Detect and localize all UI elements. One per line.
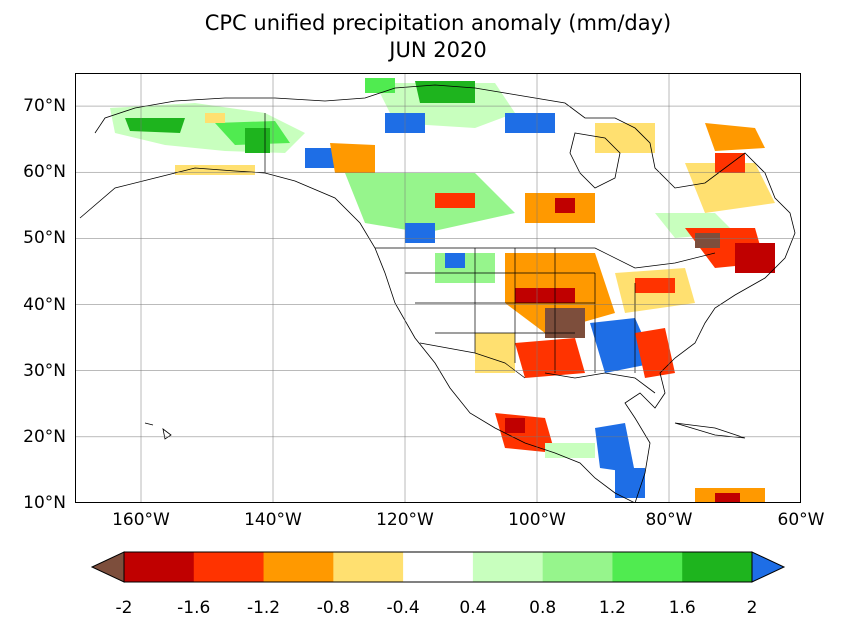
anomaly-region <box>365 78 395 93</box>
anomaly-region <box>555 198 575 213</box>
anomaly-region <box>595 123 655 153</box>
anomaly-region <box>435 193 475 208</box>
colorbar-bin <box>542 552 613 582</box>
colorbar-bin <box>124 552 195 582</box>
colorbar-bin <box>333 552 404 582</box>
coastline-hudson-bay <box>569 132 621 189</box>
latitude-tick-label: 60°N <box>23 162 66 183</box>
anomaly-region <box>615 468 645 498</box>
latitude-tick-label: 20°N <box>23 426 66 447</box>
title-line-2: JUN 2020 <box>389 38 487 62</box>
anomaly-region <box>330 143 375 173</box>
anomaly-region <box>405 223 435 243</box>
colorbar-under-extension <box>90 551 125 583</box>
colorbar-bin <box>612 552 683 582</box>
anomaly-region <box>545 443 595 458</box>
coastline-north-america <box>79 167 636 503</box>
colorbar-over-extension <box>751 551 786 583</box>
anomaly-region <box>205 113 225 123</box>
anomaly-region <box>715 153 745 173</box>
colorbar-tick-label: 0.4 <box>459 598 487 618</box>
colorbar-tick-label: -0.8 <box>316 598 350 618</box>
colorbar-tick-label: 1.2 <box>598 598 626 618</box>
latitude-tick-label: 10°N <box>23 493 66 513</box>
anomaly-region <box>445 253 465 268</box>
anomaly-region <box>715 493 740 503</box>
colorbar-tick-label: -1.6 <box>177 598 211 618</box>
anomaly-region <box>515 288 575 303</box>
longitude-tick-label: 80°W <box>645 510 693 530</box>
colorbar-bin <box>193 552 265 582</box>
canada-us-border <box>375 247 716 269</box>
latitude-tick-label: 40°N <box>23 294 66 315</box>
coastline-north-america <box>94 84 796 503</box>
colorbar-tick-label: -0.4 <box>386 598 420 618</box>
anomaly-region <box>685 163 775 213</box>
longitude-tick-label: 140°W <box>244 510 302 530</box>
anomaly-region <box>415 81 475 103</box>
latitude-tick-label: 30°N <box>23 360 66 381</box>
colorbar-bin <box>472 552 544 582</box>
latitude-tick-label: 50°N <box>23 228 66 249</box>
anomaly-region <box>125 118 185 133</box>
anomaly-region <box>475 333 515 373</box>
anomaly-region <box>590 318 655 373</box>
anomaly-region <box>545 308 585 338</box>
colorbar-tick-label: 1.6 <box>668 598 696 618</box>
coastline-cuba <box>674 422 746 439</box>
anomaly-region <box>505 418 525 433</box>
colorbar-bin <box>403 552 474 582</box>
anomaly-region <box>175 165 255 175</box>
colorbar-bin <box>682 552 753 582</box>
title-line-1: CPC unified precipitation anomaly (mm/da… <box>204 11 672 35</box>
anomaly-region <box>705 123 765 151</box>
colorbar-tick-label: -1.2 <box>246 598 281 618</box>
anomaly-region <box>515 338 585 378</box>
anomaly-region <box>735 243 775 273</box>
colorbar-tick-label: -2 <box>115 598 133 618</box>
anomaly-region <box>595 423 635 473</box>
colorbar-tick-label: 0.8 <box>529 598 557 618</box>
coastline-gulf-of-mexico <box>544 372 656 394</box>
latitude-tick-label: 70°N <box>23 96 66 117</box>
longitude-tick-label: 100°W <box>508 510 566 530</box>
anomaly-region <box>505 113 555 133</box>
anomaly-region <box>695 233 720 248</box>
map-border <box>75 73 801 503</box>
longitude-tick-label: 120°W <box>376 510 434 530</box>
state-lines <box>405 248 636 373</box>
colorbar-bin <box>263 552 334 582</box>
longitude-tick-label: 160°W <box>112 510 170 530</box>
coastlines <box>79 84 796 503</box>
colorbar <box>90 551 786 583</box>
gridlines <box>75 73 801 503</box>
map-title: CPC unified precipitation anomaly (mm/da… <box>75 10 801 64</box>
anomaly-region <box>345 173 515 233</box>
anomaly-region <box>635 278 675 293</box>
anomaly-region <box>245 128 270 153</box>
anomaly-region <box>635 328 675 378</box>
precipitation-anomaly-map <box>75 73 801 503</box>
colorbar-outline <box>123 551 753 583</box>
longitude-tick-label: 60°W <box>777 510 825 530</box>
colorbar-tick-label: 2 <box>746 598 758 618</box>
